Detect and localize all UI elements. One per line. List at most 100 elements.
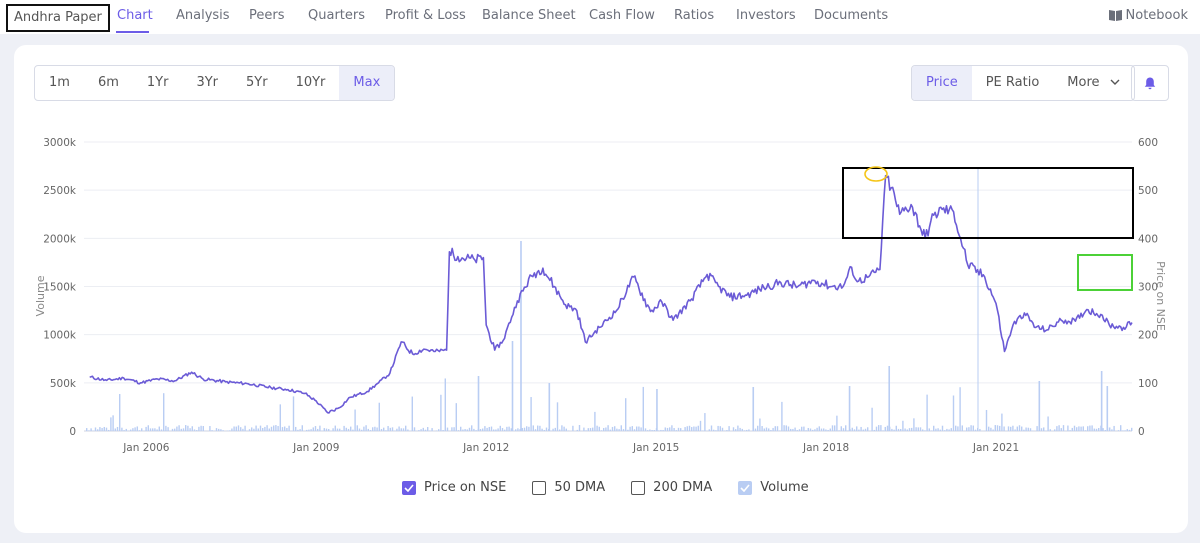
volume-bar [629,426,631,431]
tab-chart[interactable]: Chart [117,8,153,23]
volume-bar [842,428,845,431]
volume-bar [407,429,409,431]
volume-bar [464,429,466,431]
notebook-link[interactable]: Notebook [1108,8,1188,23]
volume-bar [475,430,477,431]
volume-bar [880,425,882,431]
volume-bar [389,427,391,431]
volume-bar [739,427,741,431]
tab-balance-sheet[interactable]: Balance Sheet [482,8,576,23]
tab-quarters[interactable]: Quarters [308,8,365,23]
volume-bar [772,427,774,431]
volume-bar [519,429,521,431]
legend-price-toggle[interactable]: Price on NSE [402,480,506,495]
tab-documents[interactable]: Documents [814,8,889,23]
volume-bar [884,426,886,431]
volume-bar [823,428,825,431]
alert-button[interactable] [1131,65,1169,101]
legend-volume-toggle[interactable]: Volume [738,480,809,495]
volume-bar [589,428,592,431]
volume-bar [1111,429,1113,431]
volume-bar [1117,430,1120,431]
more-dropdown[interactable]: More [1053,66,1133,100]
volume-bar [902,420,904,431]
volume-bar [336,428,339,431]
range-1m-button[interactable]: 1m [49,75,70,90]
volume-bar [178,425,180,431]
volume-bar [539,425,541,431]
tab-cash-flow[interactable]: Cash Flow [589,8,655,23]
volume-bar [266,425,268,431]
volume-bar [640,427,642,431]
volume-bar [985,409,988,431]
volume-bar [834,425,836,431]
volume-bar [946,428,948,431]
volume-bar [710,425,713,431]
volume-bar [992,429,994,431]
volume-bar [482,428,484,431]
legend-200dma-toggle[interactable]: 200 DMA [631,480,712,495]
tab-investors[interactable]: Investors [736,8,796,23]
volume-bar [501,428,504,431]
volume-bar [105,427,108,431]
range-10yr-button[interactable]: 10Yr [295,75,326,90]
x-axis-ticks: Jan 2006 Jan 2009 Jan 2012 Jan 2015 Jan 2018… [122,442,1019,454]
range-max-button[interactable]: Max [339,66,395,100]
volume-bar [453,427,455,431]
volume-bar [919,427,922,431]
volume-bar [713,429,715,431]
volume-bar [666,427,669,431]
volume-bar [288,425,290,431]
volume-bar [862,429,864,431]
right-axis-ticks: 0 100 200 300 400 500 600 [1138,137,1158,438]
volume-bar [1100,371,1103,431]
range-3yr-button[interactable]: 3Yr [196,75,218,90]
volume-bar [682,430,684,431]
volume-bar [345,427,347,431]
volume-bar [576,429,578,431]
volume-bar [352,429,354,431]
company-name-link[interactable]: Andhra Paper [6,4,110,32]
volume-bar [878,425,880,431]
volume-bar [724,430,726,431]
range-6m-button[interactable]: 6m [97,75,119,90]
x-tick-label: Jan 2009 [292,442,339,454]
volume-bar [167,427,169,431]
volume-bar [1109,427,1111,431]
range-5yr-button[interactable]: 5Yr [246,75,268,90]
volume-bar [1076,427,1078,431]
volume-bar [281,427,284,431]
metric-selector: Price PE Ratio More [911,65,1135,101]
volume-bar [391,427,394,431]
volume-bar [825,429,827,431]
tab-analysis[interactable]: Analysis [176,8,230,23]
y-right-axis-label: Price on NSE [1154,261,1167,331]
range-1yr-button[interactable]: 1Yr [146,75,169,90]
tab-profit-loss[interactable]: Profit & Loss [385,8,466,23]
volume-bar [567,430,570,431]
volume-bar [88,430,90,431]
volume-bar [1093,428,1095,431]
tab-peers[interactable]: Peers [249,8,285,23]
volume-bar [677,427,680,431]
price-button[interactable]: Price [912,66,972,100]
legend-50dma-toggle[interactable]: 50 DMA [532,480,605,495]
volume-bar [622,429,625,431]
volume-bar [332,428,334,431]
volume-bar [520,241,522,431]
volume-bar [888,366,891,431]
volume-bar [422,427,424,431]
volume-bar [820,428,823,431]
volume-bar [534,429,537,431]
volume-bar [314,426,317,431]
volume-bar [893,429,895,431]
volume-bar [656,389,658,431]
volume-bar [860,426,862,431]
volume-bar [911,427,913,431]
volume-bar [1067,425,1069,431]
checkbox-empty-icon [631,480,646,495]
volume-bar [548,383,551,431]
volume-bar [361,429,363,431]
pe-ratio-button[interactable]: PE Ratio [985,75,1040,90]
tab-ratios[interactable]: Ratios [674,8,715,23]
